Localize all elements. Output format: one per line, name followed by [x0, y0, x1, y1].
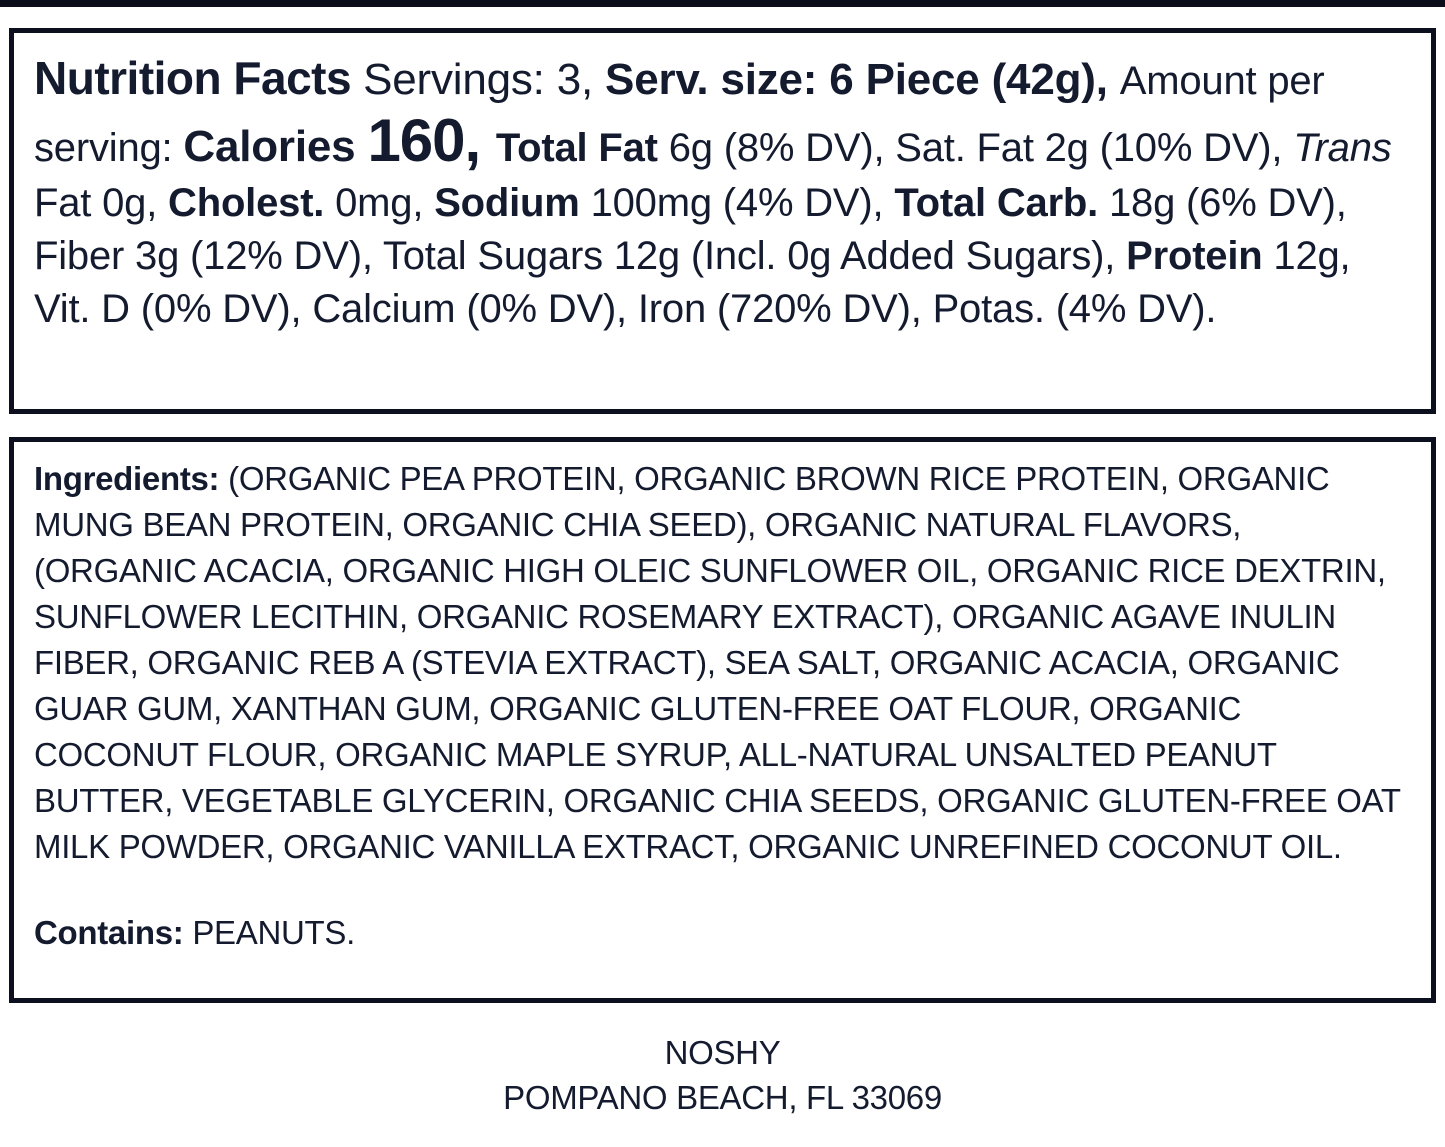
trans-fat-word: Trans	[1293, 126, 1392, 170]
total-fat-value: 6g (8% DV), Sat. Fat 2g (10% DV),	[668, 126, 1294, 170]
servings-count: Servings: 3,	[351, 55, 606, 104]
contains-label: Contains:	[34, 914, 193, 951]
sodium-label: Sodium	[434, 181, 591, 225]
amount-per-serving-label: Amount per serving:	[34, 59, 1325, 170]
ingredients-label: Ingredients:	[34, 460, 229, 497]
nutrition-facts-paragraph: Nutrition Facts Servings: 3, Serv. size:…	[34, 49, 1411, 336]
sodium-value: 100mg (4% DV),	[590, 181, 895, 225]
cholesterol-value: 0mg,	[335, 181, 435, 225]
total-fat-label: Total Fat	[495, 126, 669, 170]
serving-size: Serv. size: 6 Piece (42g),	[605, 55, 1120, 104]
contains-value: PEANUTS.	[192, 914, 355, 951]
distributor-footer: NOSHY POMPANO BEACH, FL 33069	[0, 1030, 1445, 1120]
brand-address: POMPANO BEACH, FL 33069	[503, 1079, 942, 1116]
top-crop-bar	[0, 0, 1445, 7]
total-carb-label: Total Carb.	[894, 181, 1109, 225]
brand-name: NOSHY	[664, 1034, 781, 1071]
ingredients-paragraph: Ingredients: (ORGANIC PEA PROTEIN, ORGAN…	[34, 456, 1411, 870]
nutrition-facts-panel: Nutrition Facts Servings: 3, Serv. size:…	[9, 28, 1436, 414]
calories-label: Calories	[183, 122, 368, 171]
protein-value: 12g, Vit. D (0% DV), Calcium (0% DV), Ir…	[34, 234, 1351, 331]
trans-fat-value: Fat 0g,	[34, 181, 169, 225]
total-carb-value: 18g (6% DV), Fiber 3g (12% DV), Total Su…	[34, 181, 1347, 278]
ingredients-list: (ORGANIC PEA PROTEIN, ORGANIC BROWN RICE…	[34, 460, 1401, 865]
contains-paragraph: Contains: PEANUTS.	[34, 910, 1411, 956]
nutrition-facts-title: Nutrition Facts	[34, 52, 352, 104]
calories-value: 160,	[367, 107, 496, 174]
cholesterol-label: Cholest.	[168, 181, 336, 225]
protein-label: Protein	[1126, 234, 1274, 278]
ingredients-panel: Ingredients: (ORGANIC PEA PROTEIN, ORGAN…	[9, 437, 1436, 1003]
